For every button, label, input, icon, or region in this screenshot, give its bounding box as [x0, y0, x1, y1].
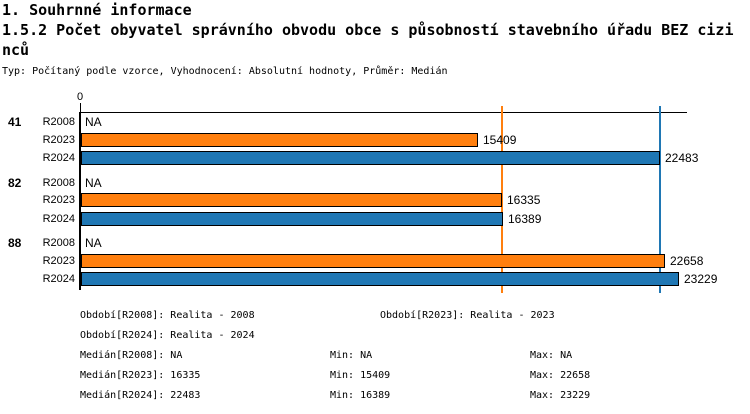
chart-series-label: R2024 [42, 152, 75, 164]
stat-median-r2008: Medián[R2008]: NA [80, 350, 183, 361]
chart-series-label: R2023 [42, 133, 75, 146]
bar-r2023 [81, 132, 478, 147]
value-label: 22483 [665, 151, 699, 165]
stat-max-r2008: Max: NA [530, 350, 573, 361]
na-label: NA [85, 175, 102, 190]
stat-median-r2024: Medián[R2024]: 22483 [80, 390, 201, 401]
stat-max-r2024: Max: 23229 [530, 390, 591, 401]
chart-series-label: R2008 [42, 176, 75, 189]
value-label: 23229 [684, 272, 718, 286]
report-section-title: 1. Souhrnné informace [2, 1, 192, 19]
bar-r2024 [81, 211, 503, 226]
bar-r2023 [81, 253, 665, 268]
chart-series-label: R2008 [42, 237, 75, 249]
stat-min-r2024: Min: 16389 [330, 390, 391, 401]
median-r2023 [501, 106, 503, 293]
axis-tick-zero-mark [80, 103, 81, 112]
chart-group-label: 41 [8, 115, 22, 129]
stat-min-r2023: Min: 15409 [330, 370, 391, 381]
chart-series-label: R2023 [42, 254, 75, 267]
na-label: NA [85, 115, 102, 129]
axis-tick-zero-label: 0 [76, 91, 84, 103]
chart-subtitle: Typ: Počítaný podle vzorce, Vyhodnocení:… [2, 66, 448, 77]
stat-median-r2023: Medián[R2023]: 16335 [80, 370, 201, 381]
bar-r2024 [81, 272, 679, 286]
bar-r2024 [81, 151, 660, 165]
bar-r2023 [81, 193, 502, 207]
chart-group-label: 82 [8, 175, 22, 190]
value-label: 22658 [670, 253, 704, 268]
value-label: 15409 [483, 132, 517, 147]
stat-obdobi-r2023: Období[R2023]: Realita - 2023 [380, 310, 555, 321]
stat-obdobi-r2024: Období[R2024]: Realita - 2024 [80, 330, 255, 341]
value-label: 16389 [508, 211, 542, 226]
chart-series-label: R2008 [42, 116, 75, 128]
median-r2024 [659, 106, 661, 293]
chart-series-label: R2024 [42, 273, 75, 285]
stat-min-r2008: Min: NA [330, 350, 373, 361]
chart-series-label: R2024 [42, 212, 75, 225]
na-label: NA [85, 236, 102, 250]
axis-vertical-line [79, 112, 81, 290]
chart-group-label: 88 [8, 236, 22, 250]
stat-obdobi-r2008: Období[R2008]: Realita - 2008 [80, 310, 255, 321]
chart-title: 1.5.2 Počet obyvatel správního obvodu ob… [2, 21, 734, 59]
axis-top-line [80, 112, 687, 113]
chart-series-label: R2023 [42, 194, 75, 206]
value-label: 16335 [507, 193, 541, 207]
stat-max-r2023: Max: 22658 [530, 370, 591, 381]
